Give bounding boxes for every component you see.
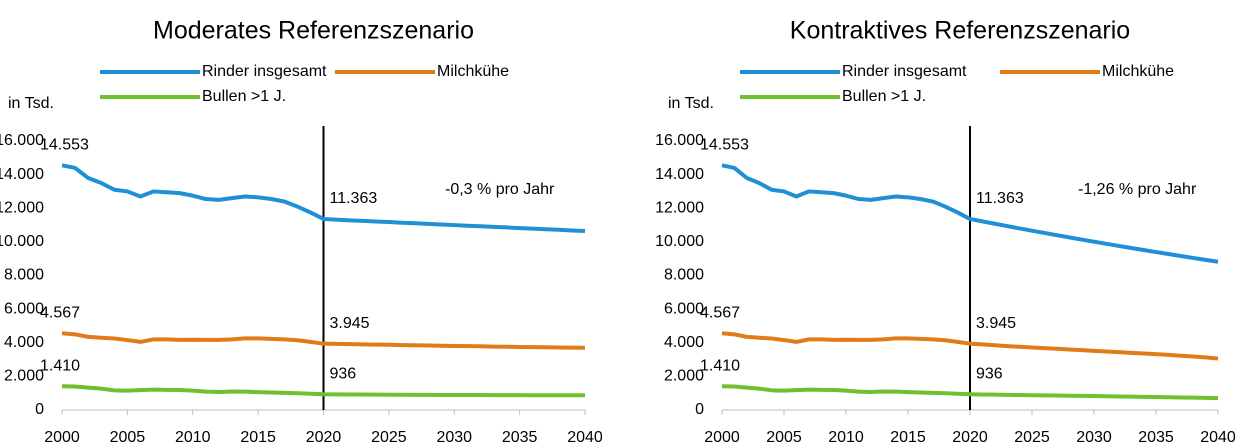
legend-label: Rinder insgesamt [202, 63, 327, 80]
y-tick-label: 10.000 [655, 233, 704, 250]
y-tick-label: 14.000 [655, 166, 704, 183]
legend-label: Milchkühe [437, 63, 509, 80]
y-tick-label: 16.000 [655, 132, 704, 149]
chart: Moderates Referenzszenario in Tsd. 0 2.000 4… [0, 17, 603, 447]
point-label: 936 [330, 365, 357, 382]
point-label: 14.553 [700, 137, 749, 154]
y-tick-label: 12.000 [0, 199, 44, 216]
point-label: 11.363 [330, 190, 378, 207]
x-tick-label: 2010 [175, 429, 211, 446]
point-label: 11.363 [976, 190, 1024, 207]
x-tick-label: 2015 [240, 429, 276, 446]
x-tick-label: 2005 [766, 429, 802, 446]
y-axis-label: in Tsd. [668, 95, 714, 112]
chart: Kontraktives Referenzszenario in Tsd. 0 2.0… [655, 17, 1236, 447]
y-tick-label: 14.000 [0, 166, 44, 183]
y-tick-label: 0 [35, 401, 44, 418]
x-tick-label: 2010 [828, 429, 864, 446]
x-tick-label: 2035 [1138, 429, 1174, 446]
chart-title: Moderates Referenzszenario [153, 17, 474, 45]
y-tick-label: 2.000 [664, 368, 704, 385]
y-tick-label: 12.000 [655, 199, 704, 216]
point-label: 4.567 [40, 304, 80, 321]
point-label: 14.553 [40, 137, 89, 154]
y-tick-label: 4.000 [4, 334, 44, 351]
x-tick-label: 2040 [1200, 429, 1236, 446]
x-tick-label: 2025 [371, 429, 407, 446]
y-tick-label: 16.000 [0, 132, 44, 149]
point-label: 4.567 [700, 304, 740, 321]
point-label: 3.945 [330, 315, 370, 332]
x-tick-label: 2005 [110, 429, 146, 446]
x-tick-label: 2020 [952, 429, 988, 446]
series-line [721, 163, 1219, 264]
annotation: -1,26 % pro Jahr [1078, 181, 1197, 198]
legend-label: Bullen >1 J. [842, 88, 926, 105]
series-line [61, 384, 585, 398]
x-tick-label: 2020 [306, 429, 342, 446]
legend-label: Milchkühe [1102, 63, 1174, 80]
y-tick-label: 6.000 [664, 300, 704, 317]
point-label: 1.410 [40, 358, 80, 375]
point-label: 3.945 [976, 315, 1016, 332]
x-tick-label: 2000 [704, 429, 740, 446]
series-line [721, 331, 1219, 361]
x-tick-label: 2030 [1076, 429, 1112, 446]
point-label: 936 [976, 365, 1003, 382]
annotation: -0,3 % pro Jahr [445, 181, 555, 198]
y-tick-label: 2.000 [4, 368, 44, 385]
y-tick-label: 4.000 [664, 334, 704, 351]
series-line [61, 331, 586, 350]
chart-title: Kontraktives Referenzszenario [790, 17, 1130, 45]
y-tick-label: 8.000 [4, 267, 44, 284]
y-tick-label: 8.000 [664, 267, 704, 284]
y-axis-label: in Tsd. [8, 95, 54, 112]
point-label: 1.410 [700, 358, 740, 375]
x-tick-label: 2030 [436, 429, 472, 446]
x-tick-label: 2025 [1014, 429, 1050, 446]
x-tick-label: 2035 [502, 429, 538, 446]
x-tick-label: 2015 [890, 429, 926, 446]
y-tick-label: 10.000 [0, 233, 44, 250]
y-tick-label: 0 [695, 401, 704, 418]
x-tick-label: 2000 [44, 429, 80, 446]
series-line [61, 163, 586, 233]
legend-label: Rinder insgesamt [842, 63, 967, 80]
y-tick-label: 6.000 [4, 300, 44, 317]
x-tick-label: 2040 [567, 429, 603, 446]
legend-label: Bullen >1 J. [202, 88, 286, 105]
series-line [721, 384, 1219, 401]
